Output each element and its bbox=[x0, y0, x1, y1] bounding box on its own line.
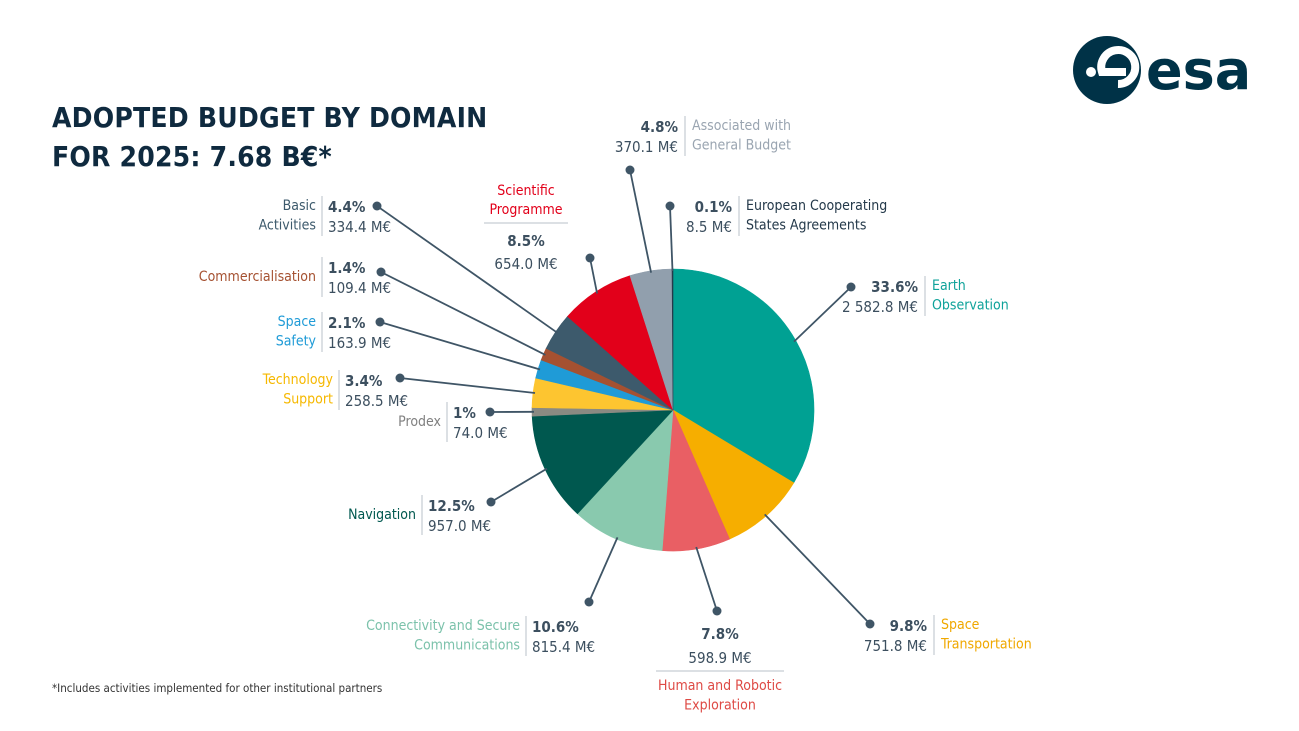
percent-label: 3.4% bbox=[345, 372, 383, 390]
category-label: Connectivity and Secure bbox=[366, 618, 520, 634]
leader-line bbox=[588, 537, 619, 603]
leader-line bbox=[793, 286, 852, 343]
category-label: Support bbox=[283, 392, 333, 408]
percent-label: 10.6% bbox=[532, 618, 579, 636]
slice-label-basic-activities: 4.4% 334.4 M€ Basic Activities bbox=[259, 196, 558, 334]
leader-line bbox=[629, 169, 652, 273]
footnote: *Includes activities implemented for oth… bbox=[52, 681, 383, 695]
leader-dot bbox=[665, 201, 675, 211]
category-label: Exploration bbox=[684, 698, 756, 714]
slice-label-commercialisation: 1.4% 109.4 M€ Commercialisation bbox=[199, 257, 546, 356]
slice-label-european-cooperating-states-agreements: 0.1% 8.5 M€ European Cooperating States Agr… bbox=[665, 196, 887, 272]
percent-label: 9.8% bbox=[890, 617, 928, 635]
leader-dot bbox=[585, 253, 595, 263]
value-label: 957.0 M€ bbox=[428, 517, 491, 535]
value-label: 2 582.8 M€ bbox=[842, 298, 918, 316]
percent-label: 1% bbox=[453, 404, 476, 422]
percent-label: 12.5% bbox=[428, 497, 475, 515]
leader-dot bbox=[486, 497, 496, 507]
category-label: Transportation bbox=[940, 637, 1032, 653]
leader-dot bbox=[584, 597, 594, 607]
leader-line bbox=[379, 321, 541, 371]
leader-dot bbox=[395, 373, 405, 383]
value-label: 815.4 M€ bbox=[532, 638, 595, 656]
leader-dot bbox=[712, 606, 722, 616]
leader-dot bbox=[846, 282, 856, 292]
percent-label: 4.8% bbox=[641, 118, 679, 136]
slice-label-prodex: 1% 74.0 M€ Prodex bbox=[398, 402, 535, 442]
percent-label: 0.1% bbox=[695, 198, 733, 216]
percent-label: 8.5% bbox=[507, 232, 545, 250]
slice-label-space-safety: 2.1% 163.9 M€ Space Safety bbox=[276, 312, 541, 371]
leader-line bbox=[669, 205, 674, 272]
value-label: 598.9 M€ bbox=[688, 649, 751, 667]
percent-label: 4.4% bbox=[328, 198, 366, 216]
value-label: 74.0 M€ bbox=[453, 424, 508, 442]
slice-label-scientific-programme: Scientific Programme 8.5% 654.0 M€ bbox=[484, 183, 598, 294]
title-line-1: ADOPTED BUDGET BY DOMAIN bbox=[52, 101, 488, 134]
category-label: Communications bbox=[414, 638, 520, 654]
percent-label: 1.4% bbox=[328, 259, 366, 277]
category-label: Associated with bbox=[692, 118, 791, 134]
category-label: Navigation bbox=[348, 507, 416, 523]
category-label: General Budget bbox=[692, 138, 791, 154]
category-label: European Cooperating bbox=[746, 198, 887, 214]
leader-line bbox=[695, 546, 718, 612]
value-label: 109.4 M€ bbox=[328, 279, 391, 297]
category-label: Technology bbox=[262, 372, 334, 388]
value-label: 654.0 M€ bbox=[494, 255, 557, 273]
category-label: Commercialisation bbox=[199, 269, 316, 285]
value-label: 334.4 M€ bbox=[328, 218, 391, 236]
category-label: Human and Robotic bbox=[658, 678, 782, 694]
leader-dot bbox=[625, 165, 635, 175]
category-label: Scientific bbox=[497, 183, 555, 199]
leader-dot bbox=[376, 267, 386, 277]
value-label: 258.5 M€ bbox=[345, 392, 408, 410]
slice-label-human-and-robotic-exploration: 7.8% 598.9 M€ Human and Robotic Exploration bbox=[656, 546, 784, 714]
category-label: Earth bbox=[932, 278, 966, 294]
slice-label-navigation: 12.5% 957.0 M€ Navigation bbox=[348, 467, 548, 535]
leader-line bbox=[490, 467, 548, 503]
category-label: Programme bbox=[489, 202, 562, 218]
esa-logo-icon: esa bbox=[1073, 36, 1251, 104]
leader-dot bbox=[375, 317, 385, 327]
leader-dot bbox=[865, 619, 875, 629]
leader-line bbox=[380, 271, 546, 356]
leader-line bbox=[399, 377, 536, 394]
leader-dot bbox=[372, 201, 382, 211]
category-label: Observation bbox=[932, 298, 1009, 314]
page-title: ADOPTED BUDGET BY DOMAIN FOR 2025: 7.68 … bbox=[52, 98, 487, 176]
percent-label: 33.6% bbox=[871, 278, 918, 296]
category-label: States Agreements bbox=[746, 218, 866, 234]
percent-label: 7.8% bbox=[701, 625, 739, 643]
slice-label-earth-observation: 33.6% 2 582.8 M€ Earth Observation bbox=[793, 276, 1009, 343]
slice-label-associated-with-general-budget: 4.8% 370.1 M€ Associated with General Budge… bbox=[615, 116, 791, 273]
value-label: 8.5 M€ bbox=[686, 218, 732, 236]
leader-line bbox=[376, 205, 558, 334]
slice-label-technology-support: 3.4% 258.5 M€ Technology Support bbox=[262, 370, 536, 410]
logo-text: esa bbox=[1146, 39, 1251, 102]
category-label: Prodex bbox=[398, 414, 441, 430]
category-label: Basic bbox=[283, 198, 316, 214]
category-label: Space bbox=[941, 617, 980, 633]
category-label: Space bbox=[278, 314, 317, 330]
leader-dot bbox=[485, 407, 495, 417]
leader-line bbox=[589, 257, 598, 294]
value-label: 751.8 M€ bbox=[864, 637, 927, 655]
leader-line bbox=[764, 513, 871, 625]
value-label: 370.1 M€ bbox=[615, 138, 678, 156]
value-label: 163.9 M€ bbox=[328, 334, 391, 352]
slice-label-space-transportation: 9.8% 751.8 M€ Space Transportation bbox=[764, 513, 1032, 655]
percent-label: 2.1% bbox=[328, 314, 366, 332]
slice-label-connectivity-and-secure-communications: 10.6% 815.4 M€ Connectivity and Secure Comm… bbox=[366, 537, 619, 656]
category-label: Safety bbox=[276, 334, 317, 350]
title-line-2: FOR 2025: 7.68 B€* bbox=[52, 140, 332, 173]
category-label: Activities bbox=[259, 218, 316, 234]
